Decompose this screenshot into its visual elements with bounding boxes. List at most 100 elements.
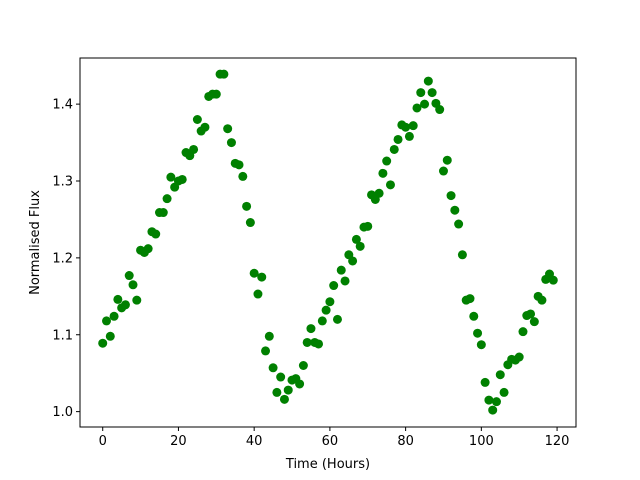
data-point — [177, 174, 187, 184]
data-point — [416, 88, 426, 98]
data-point — [348, 256, 358, 266]
data-point — [132, 295, 142, 305]
data-point — [158, 208, 168, 218]
data-point — [279, 394, 289, 404]
data-point — [374, 188, 384, 198]
x-tick-label: 80 — [397, 434, 414, 449]
data-point — [450, 205, 460, 215]
data-point — [476, 340, 486, 350]
data-point — [295, 379, 305, 389]
data-point — [166, 172, 176, 182]
data-point — [249, 268, 259, 278]
data-point — [514, 352, 524, 362]
data-point — [378, 168, 388, 178]
data-point — [192, 115, 202, 124]
axes-frame — [79, 57, 577, 428]
x-tick-label: 20 — [170, 434, 187, 449]
data-point — [223, 124, 233, 134]
data-point — [234, 160, 244, 170]
data-point — [329, 281, 339, 291]
data-point — [124, 271, 134, 281]
data-point — [306, 324, 316, 334]
data-point — [491, 397, 501, 407]
x-tick-label: 100 — [469, 434, 494, 449]
data-point — [102, 316, 112, 326]
data-point — [245, 218, 255, 228]
data-point — [454, 219, 464, 229]
data-point — [480, 377, 490, 387]
y-tick-label: 1.4 — [52, 98, 73, 113]
data-point — [438, 166, 448, 176]
data-point — [401, 122, 411, 132]
plot-area — [98, 69, 558, 415]
data-point — [446, 191, 456, 201]
data-point — [336, 265, 346, 275]
data-point — [317, 316, 327, 326]
data-point — [351, 234, 361, 244]
data-point — [211, 89, 221, 99]
data-point — [238, 171, 248, 181]
x-axis-label: Time (Hours) — [285, 457, 370, 472]
data-point — [226, 138, 236, 148]
data-point — [526, 309, 536, 319]
x-tick-label: 60 — [322, 434, 339, 449]
data-point — [340, 276, 350, 286]
data-point — [120, 300, 130, 310]
axis-ticks: 0 20 40 60 80 100 120 1.0 1.1 1.2 1.3 1.4 — [52, 98, 569, 449]
data-point — [420, 99, 430, 109]
data-point — [408, 121, 418, 131]
data-point — [435, 105, 445, 115]
data-point — [518, 327, 528, 337]
y-tick-label: 1.2 — [52, 251, 73, 266]
data-point — [529, 317, 539, 327]
data-point — [469, 311, 479, 321]
data-point — [488, 405, 498, 415]
data-point — [143, 244, 153, 254]
data-point — [189, 144, 199, 154]
data-point — [113, 294, 123, 304]
data-point — [393, 134, 403, 144]
data-point — [242, 201, 252, 211]
data-point — [98, 338, 108, 348]
data-point — [537, 295, 547, 305]
data-point — [253, 289, 263, 299]
y-tick-label: 1.1 — [52, 328, 73, 343]
data-point — [264, 331, 274, 341]
x-tick-label: 120 — [545, 434, 570, 449]
data-point — [162, 194, 172, 204]
x-tick-label: 0 — [99, 434, 107, 449]
data-point — [332, 314, 342, 324]
data-point — [321, 305, 331, 315]
data-point — [382, 156, 392, 166]
data-point — [272, 387, 282, 397]
data-point — [314, 339, 324, 349]
data-point — [298, 361, 308, 370]
data-point — [499, 387, 509, 397]
data-point — [473, 328, 483, 338]
data-point — [128, 280, 138, 290]
y-tick-label: 1.3 — [52, 175, 73, 190]
data-point — [548, 275, 558, 285]
data-point — [355, 241, 365, 251]
data-point — [257, 272, 267, 282]
y-axis-label: Normalised Flux — [28, 190, 43, 295]
data-point — [105, 331, 115, 341]
data-point — [385, 180, 395, 190]
data-point — [457, 250, 467, 260]
y-tick-label: 1.0 — [52, 405, 73, 420]
data-point — [363, 221, 373, 231]
data-point — [302, 337, 312, 347]
data-point — [268, 363, 278, 373]
data-point — [325, 297, 335, 307]
data-point — [151, 229, 161, 239]
data-point — [423, 76, 433, 86]
data-point — [389, 144, 399, 154]
data-point — [495, 370, 505, 380]
data-point — [427, 88, 437, 98]
data-point — [276, 372, 286, 382]
data-point — [109, 311, 119, 321]
data-point — [484, 395, 494, 405]
data-point — [219, 69, 229, 79]
